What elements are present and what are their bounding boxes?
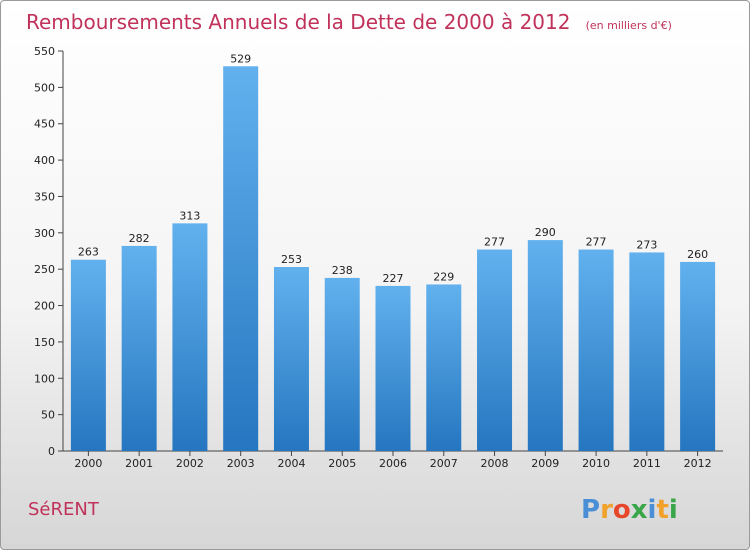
x-tick-label: 2001 (125, 457, 153, 470)
proxiti-logo: Proxiti (581, 495, 678, 525)
x-tick-label: 2003 (227, 457, 255, 470)
bar-value-label: 277 (586, 236, 607, 249)
bar (121, 245, 157, 451)
y-tick-label: 350 (34, 190, 55, 203)
logo-letter: t (656, 495, 668, 525)
bar (629, 252, 665, 451)
logo-letter: o (613, 495, 631, 525)
plot-area: 0 50 100 150 200 250 300 350 400 450 500 550 263 2000… (34, 45, 723, 470)
x-tick-label: 2000 (74, 457, 102, 470)
bar-value-label: 227 (383, 272, 404, 285)
bar (477, 249, 513, 451)
x-tick-label: 2007 (430, 457, 458, 470)
bar-value-label: 529 (230, 52, 251, 65)
bar-value-label: 282 (129, 232, 150, 245)
y-tick-label: 250 (34, 263, 55, 276)
bar (172, 223, 208, 451)
bar-value-label: 253 (281, 253, 302, 266)
bar (324, 277, 360, 451)
chart-title-main: Remboursements Annuels de la Dette de 20… (26, 10, 570, 34)
bar-value-label: 229 (433, 270, 454, 283)
y-tick-label: 0 (48, 445, 55, 458)
logo-letter: i (648, 495, 657, 525)
y-tick-label: 400 (34, 154, 55, 167)
y-tick-label: 100 (34, 372, 55, 385)
bar (578, 249, 614, 451)
y-tick-label: 300 (34, 227, 55, 240)
bar-value-label: 277 (484, 236, 505, 249)
y-tick-label: 150 (34, 336, 55, 349)
bar (70, 259, 106, 451)
y-tick-label: 550 (34, 45, 55, 58)
chart-title: Remboursements Annuels de la Dette de 20… (26, 10, 672, 34)
x-tick-label: 2011 (633, 457, 661, 470)
bar-value-label: 313 (179, 209, 200, 222)
x-tick-label: 2004 (277, 457, 305, 470)
x-tick-label: 2002 (176, 457, 204, 470)
bar-value-label: 238 (332, 264, 353, 277)
bar (223, 66, 259, 451)
x-tick-label: 2006 (379, 457, 407, 470)
y-tick-label: 200 (34, 300, 55, 313)
x-tick-label: 2005 (328, 457, 356, 470)
logo-letter: r (600, 495, 613, 525)
bar (375, 285, 411, 451)
y-tick-label: 50 (41, 409, 55, 422)
x-tick-label: 2012 (684, 457, 712, 470)
x-tick-label: 2010 (582, 457, 610, 470)
logo-letter: x (631, 495, 648, 525)
x-tick-label: 2009 (531, 457, 559, 470)
commune-name: SéRENT (28, 499, 100, 520)
bar (527, 240, 563, 451)
bar-value-label: 260 (687, 248, 708, 261)
y-tick-label: 450 (34, 118, 55, 131)
bar-value-label: 263 (78, 246, 99, 259)
logo-letter: P (581, 495, 600, 525)
y-tick-label: 500 (34, 81, 55, 94)
bar (273, 267, 309, 451)
bar-value-label: 290 (535, 226, 556, 239)
bar-value-label: 273 (636, 238, 657, 251)
bar (426, 284, 462, 451)
logo-letter: i (669, 495, 678, 525)
chart-subtitle: (en milliers d'€) (586, 19, 672, 32)
bar (680, 261, 716, 451)
x-tick-label: 2008 (481, 457, 509, 470)
